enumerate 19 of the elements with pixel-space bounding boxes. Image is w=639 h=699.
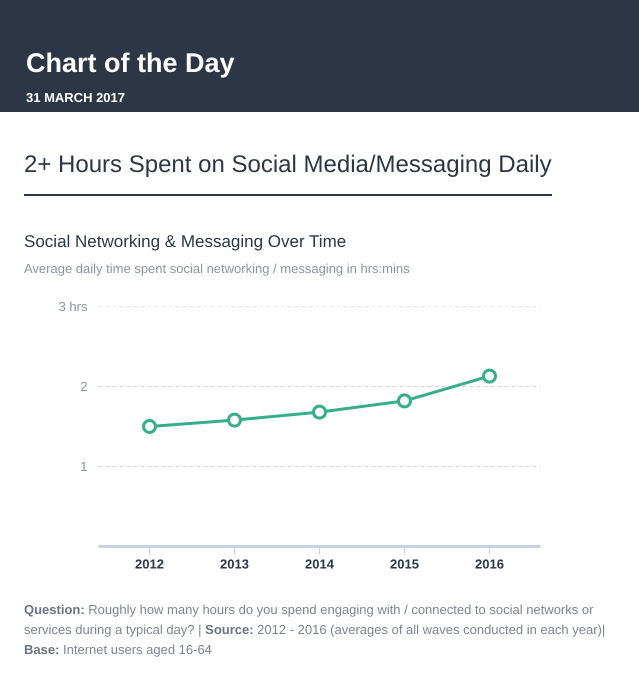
text: Average daily time spent social networking / messaging in hrs:mins [24,260,410,278]
point [142,419,157,434]
y-tick-label: 3 hrs [58,299,88,314]
x-tick-label: 2012 [135,556,164,572]
chart-subtitle: Social Networking & Messaging Over Time [24,231,348,253]
y-tick-label: 2 [80,379,88,394]
text: Chart of the Day [26,47,235,80]
text: 31 MARCH 2017 [26,88,126,107]
point [312,404,327,420]
chart-title: 2+ Hours Spent on Social Media/Messaging Daily [24,112,552,196]
x-tick-label: 2014 [305,556,335,572]
point [482,368,497,384]
x-tick-label: 2015 [390,556,419,572]
y-tick-label: 1 [80,459,88,474]
point [227,412,242,428]
x-tick-label: 2016 [475,556,504,572]
point [397,393,412,408]
text: Question: Roughly how many hours do you spend engaging with / connected to social networks or services during a typical day? | Source: 2012 - 2016 (averages of all waves conducted in each year)| Base: Internet users aged 16-64 [24,602,606,658]
x-tick-label: 2013 [220,556,249,572]
